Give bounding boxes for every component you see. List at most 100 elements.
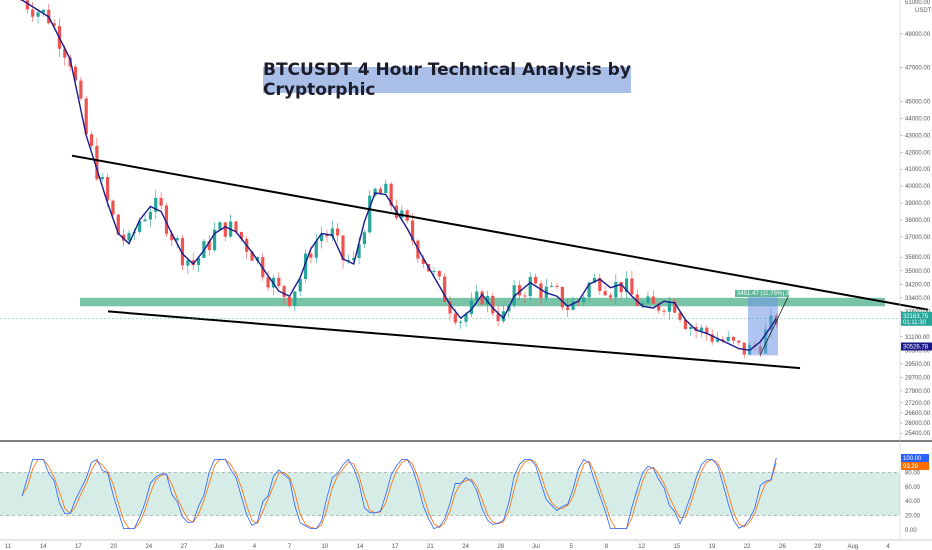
candle-body <box>277 277 281 286</box>
stoch-tick-label: 80.00 <box>905 470 921 476</box>
price-tick-label: 49000.00 <box>905 32 931 38</box>
candle-body <box>314 241 318 258</box>
candle-body <box>234 221 238 232</box>
time-tick-label: 24 <box>145 544 152 550</box>
ma-price-value: 30526.78 <box>903 344 929 350</box>
price-tick-label: 34200.00 <box>905 282 931 288</box>
candle-body <box>320 234 324 242</box>
price-tick-label: 33400.00 <box>905 296 931 302</box>
candle-body <box>566 307 570 310</box>
candle-body <box>239 231 243 239</box>
candle-body <box>432 270 436 272</box>
candle-body <box>89 134 94 146</box>
time-tick-label: 7 <box>288 544 292 550</box>
candle-body <box>138 221 142 232</box>
candle-body <box>512 285 516 306</box>
candle-body <box>555 285 559 287</box>
candle-body <box>657 303 661 311</box>
price-top-label: 51000.00 <box>905 0 931 6</box>
candle-body <box>710 334 714 342</box>
candle-body <box>475 291 479 301</box>
candle-body <box>421 258 425 264</box>
price-tick-label: 26600.00 <box>905 411 931 417</box>
price-tick-label: 42000.00 <box>905 150 931 156</box>
candle-body <box>378 188 383 194</box>
moving-average-line <box>21 0 777 352</box>
time-tick-label: Jun <box>214 544 224 550</box>
candle-body <box>250 251 254 261</box>
time-tick-label: 12 <box>638 544 645 550</box>
time-tick-label: 19 <box>709 544 716 550</box>
candle-body <box>368 195 372 233</box>
candle-body <box>641 303 645 306</box>
candle-body <box>705 327 709 335</box>
time-tick-label: 24 <box>462 544 469 550</box>
chart-title: BTCUSDT 4 Hour Technical Analysis by Cry… <box>263 60 631 100</box>
candle-body <box>303 253 308 279</box>
time-tick-label: 26 <box>779 544 786 550</box>
candle-body <box>36 12 40 17</box>
time-tick-label: 14 <box>40 544 47 550</box>
candle-body <box>534 276 538 284</box>
price-tick-label: 27900.00 <box>905 389 931 395</box>
candle-body <box>469 300 473 315</box>
time-tick-label: 4 <box>253 544 257 550</box>
candle-body <box>662 310 666 312</box>
projection-box: 3451.47 (11.75%) 3451... <box>735 289 805 356</box>
candle-body <box>63 48 67 58</box>
candle-body <box>667 301 671 312</box>
candle-body <box>571 301 575 310</box>
candle-body <box>384 183 388 194</box>
candle-body <box>726 336 730 342</box>
time-tick-label: 17 <box>75 544 82 550</box>
time-tick-label: Aug <box>847 544 858 550</box>
time-tick-label: 8 <box>605 544 609 550</box>
candle-body <box>443 276 447 302</box>
candle-body <box>341 235 345 261</box>
candle-body <box>266 277 270 288</box>
candle-body <box>31 9 35 17</box>
candle-body <box>180 238 185 266</box>
candle-body <box>282 285 286 297</box>
candle-body <box>41 9 45 13</box>
candle-body <box>496 313 500 322</box>
candle-body <box>25 0 29 10</box>
candle-body <box>619 281 623 293</box>
candle-body <box>154 197 158 212</box>
candle-body <box>678 312 682 320</box>
price-tick-label: 28700.00 <box>905 375 931 381</box>
candle-body <box>598 277 602 292</box>
candle-body <box>646 296 650 304</box>
candle-body <box>106 177 110 201</box>
candle-body <box>624 278 629 293</box>
candle-body <box>175 238 179 241</box>
candle-body <box>389 183 393 206</box>
candle-body <box>694 326 698 331</box>
candle-body <box>742 342 746 355</box>
time-tick-label: 4 <box>886 544 890 550</box>
price-tick-label: 40000.00 <box>905 184 931 190</box>
time-tick-label: 21 <box>427 544 434 550</box>
candle-body <box>52 23 56 27</box>
candle-body <box>330 228 334 237</box>
current-price-tag <box>901 311 932 326</box>
time-tick-label: 27 <box>181 544 188 550</box>
stoch-d-tag <box>901 462 929 470</box>
candle-body <box>79 80 83 99</box>
candle-body <box>352 258 356 261</box>
price-tick-label: 38000.00 <box>905 218 931 224</box>
candle-body <box>699 327 704 331</box>
candle-body <box>148 211 152 220</box>
candle-body <box>127 232 131 241</box>
candle-body <box>560 286 564 308</box>
candle-body <box>523 295 527 297</box>
candle-body <box>223 222 227 237</box>
candle-body <box>587 282 591 298</box>
candle-body <box>501 311 506 322</box>
candle-body <box>207 241 211 251</box>
candle-body <box>309 253 313 258</box>
candle-body <box>287 296 292 307</box>
candle-body <box>111 200 115 215</box>
